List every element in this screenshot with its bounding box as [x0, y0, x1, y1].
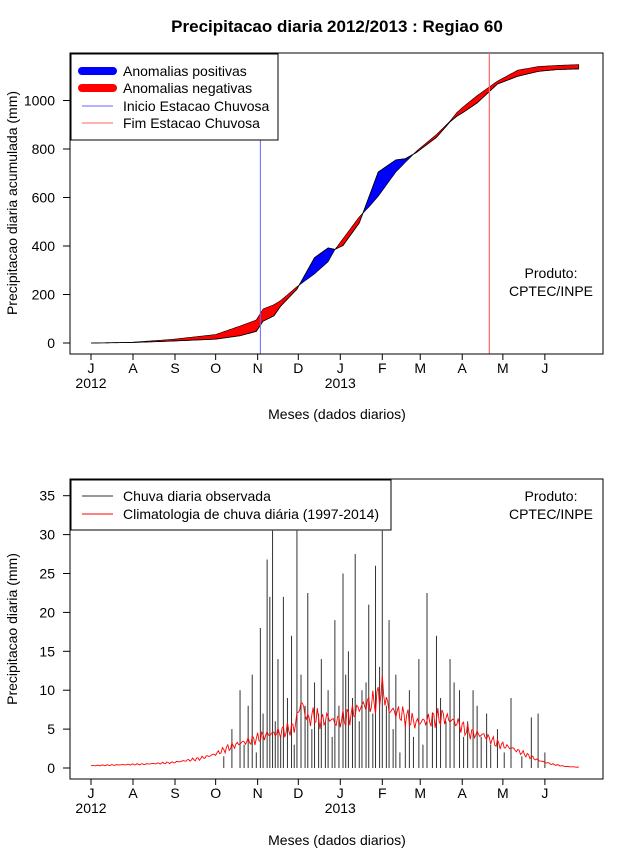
cumulative-x-tick-label: N — [253, 360, 263, 376]
daily-y-tick-label: 10 — [39, 682, 55, 698]
cumulative-x-tick-label: O — [210, 360, 221, 376]
cumulative-y-tick-label: 600 — [32, 190, 56, 206]
daily-annotation-line1: Produto: — [525, 488, 578, 504]
cumulative-y-axis: 0 200 400 600 800 1000 — [24, 93, 71, 351]
cumulative-season-lines — [259, 53, 490, 354]
daily-annotation-line2: CPTEC/INPE — [509, 506, 593, 522]
daily-observed-bars — [223, 530, 546, 768]
daily-year-label: 2013 — [325, 800, 356, 816]
daily-x-tick-label: J — [541, 785, 548, 801]
positive-anomaly-area — [363, 152, 416, 214]
cumulative-x-tick-label: M — [414, 360, 426, 376]
cumulative-x-tick-label: D — [293, 360, 303, 376]
cumulative-year-label: 2013 — [325, 375, 356, 391]
daily-legend-box — [70, 479, 392, 531]
cumulative-x-tick-label: S — [170, 360, 179, 376]
daily-y-tick-label: 25 — [39, 566, 55, 582]
legend-label-observed: Chuva diaria observada — [123, 488, 271, 504]
daily-x-tick-label: J — [337, 785, 344, 801]
cumulative-y-tick-label: 800 — [32, 141, 56, 157]
cumulative-annotation-line1: Produto: — [525, 265, 578, 281]
chart-title: Precipitacao diaria 2012/2013 : Regiao 6… — [171, 17, 503, 36]
negative-anomaly-area — [92, 283, 300, 344]
cumulative-legend: Anomalias positivas Anomalias negativas … — [70, 53, 279, 141]
cumulative-x-tick-label: J — [541, 360, 548, 376]
daily-x-tick-label: N — [253, 785, 263, 801]
cumulative-anomaly-areas — [90, 64, 580, 344]
positive-anomaly-area — [299, 246, 337, 286]
daily-legend: Chuva diaria observada Climatologia de c… — [70, 479, 392, 531]
daily-y-tick-label: 5 — [47, 721, 55, 737]
cumulative-x-tick-label: A — [458, 360, 468, 376]
daily-year-label: 2012 — [75, 800, 106, 816]
legend-label-negative: Anomalias negativas — [123, 80, 252, 96]
cumulative-x-tick-label: M — [497, 360, 509, 376]
daily-y-tick-label: 35 — [39, 488, 55, 504]
cumulative-year-label: 2012 — [75, 375, 106, 391]
daily-x-tick-label: F — [378, 785, 387, 801]
negative-anomaly-area — [335, 211, 364, 250]
climatology-daily-line — [90, 675, 579, 768]
cumulative-x-label: Meses (dados diarios) — [268, 406, 406, 422]
cumulative-x-tick-label: J — [337, 360, 344, 376]
daily-climatology-line — [90, 675, 579, 768]
observed-cumulative-line — [90, 68, 579, 344]
cumulative-annotation-line2: CPTEC/INPE — [509, 283, 593, 299]
daily-x-tick-label: M — [414, 785, 426, 801]
daily-x-tick-label: A — [458, 785, 468, 801]
daily-x-tick-label: D — [293, 785, 303, 801]
cumulative-y-label: Precipitacao diaria acumulada (mm) — [4, 91, 20, 315]
legend-label-climatology: Climatologia de chuva diária (1997-2014) — [123, 506, 379, 522]
legend-label-end: Fim Estacao Chuvosa — [123, 115, 260, 131]
daily-x-tick-label: M — [497, 785, 509, 801]
daily-x-tick-label: J — [88, 785, 95, 801]
legend-label-start: Inicio Estacao Chuvosa — [123, 98, 270, 114]
cumulative-x-tick-label: A — [128, 360, 138, 376]
legend-label-positive: Anomalias positivas — [123, 63, 247, 79]
daily-y-tick-label: 0 — [47, 760, 55, 776]
daily-x-tick-label: O — [210, 785, 221, 801]
daily-y-axis: 0 5 10 15 20 25 30 35 — [39, 488, 71, 776]
cumulative-x-tick-label: F — [378, 360, 387, 376]
cumulative-x-tick-label: J — [88, 360, 95, 376]
daily-x-tick-label: A — [128, 785, 138, 801]
daily-x-label: Meses (dados diarios) — [268, 832, 406, 848]
negative-anomaly-area — [414, 64, 580, 154]
daily-y-tick-label: 15 — [39, 643, 55, 659]
daily-y-tick-label: 30 — [39, 527, 55, 543]
daily-y-label: Precipitacao diaria (mm) — [4, 553, 20, 705]
cumulative-y-tick-label: 1000 — [24, 93, 55, 109]
daily-y-tick-label: 20 — [39, 604, 55, 620]
cumulative-y-tick-label: 0 — [47, 335, 55, 351]
daily-x-tick-label: S — [170, 785, 179, 801]
cumulative-y-tick-label: 200 — [32, 287, 56, 303]
cumulative-y-tick-label: 400 — [32, 238, 56, 254]
